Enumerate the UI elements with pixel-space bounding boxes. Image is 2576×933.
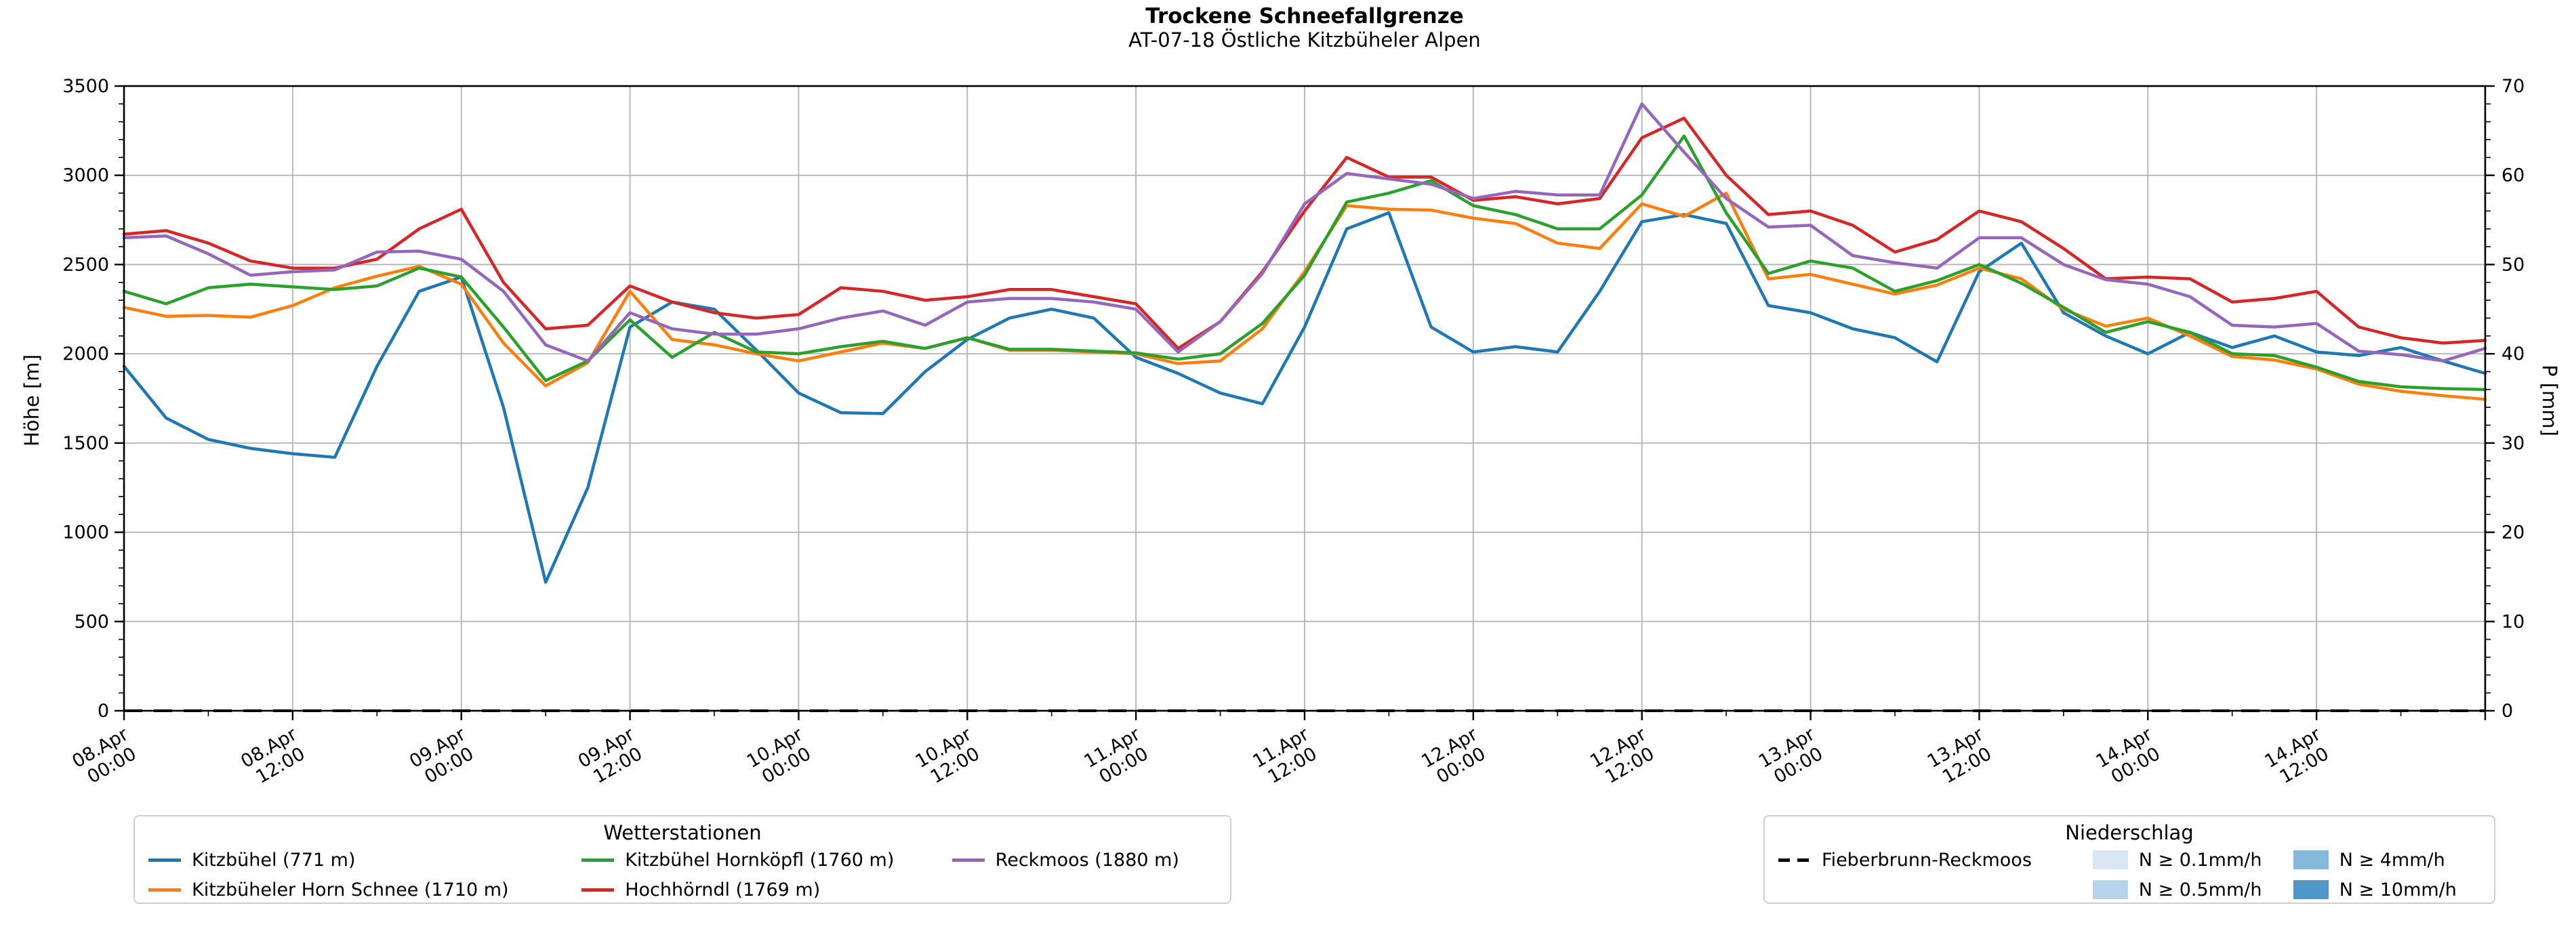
legend-precip-entries: Fieberbrunn-Reckmoos N ≥ 0.1mm/h N ≥ 0.5mm… [1778, 848, 2480, 902]
legend-stations: Wetterstationen Kitzbühel (771 m) Kitzbüh… [134, 815, 1231, 904]
x-tick-label: 13.Apr12:00 [1924, 724, 1998, 791]
y-left-tick-label: 2000 [62, 344, 109, 365]
legend-precip-line-entry: Fieberbrunn-Reckmoos [1778, 848, 2093, 872]
legend-precip-line-entry-label: Fieberbrunn-Reckmoos [1822, 849, 2032, 871]
y-left-tick-label: 1000 [62, 522, 109, 543]
legend-precip-column: N ≥ 4mm/h N ≥ 10mm/h [2293, 848, 2480, 902]
x-tick-label: 12.Apr12:00 [1587, 724, 1660, 791]
legend-station-entry-swatch [148, 888, 181, 892]
legend-precip-patch-entry: N ≥ 10mm/h [2293, 877, 2480, 902]
legend-precip-patch-entry-label: N ≥ 10mm/h [2339, 879, 2457, 900]
legend-precip: Niederschlag Fieberbrunn-Reckmoos N ≥ 0.1… [1763, 815, 2495, 904]
x-tick-label: 12.Apr00:00 [1418, 724, 1492, 791]
legend-station-entry-label: Kitzbühel Hornköpfl (1760 m) [625, 849, 895, 871]
legend-precip-line-entry-swatch [1778, 858, 1811, 862]
x-tick-label: 11.Apr00:00 [1080, 724, 1154, 791]
legend-precip-patch-entry: N ≥ 0.5mm/h [2092, 877, 2293, 902]
y-right-tick-label: 10 [2501, 611, 2524, 632]
chart-subtitle: AT-07-18 Östliche Kitzbüheler Alpen [1128, 28, 1481, 51]
y-right-tick-label: 30 [2501, 433, 2524, 454]
legend-precip-patch-entry-label: N ≥ 4mm/h [2339, 849, 2445, 871]
x-tick-label: 14.Apr12:00 [2261, 724, 2335, 791]
y-left-tick-label: 1500 [62, 433, 109, 454]
legend-precip-column: N ≥ 0.1mm/h N ≥ 0.5mm/h [2092, 848, 2293, 902]
legend-station-entry-label: Reckmoos (1880 m) [995, 849, 1179, 871]
y-left-tick-label: 3500 [62, 76, 109, 97]
title-block: Trockene Schneefallgrenze AT-07-18 Östli… [124, 4, 2485, 51]
legend-station-entry-label: Hochhörndl (1769 m) [625, 879, 821, 900]
series-line [122, 102, 2487, 362]
x-tick-label: 11.Apr12:00 [1249, 724, 1323, 791]
x-tick-label: 09.Apr00:00 [406, 724, 480, 791]
y-right-tick-label: 0 [2501, 701, 2513, 722]
chart-title: Trockene Schneefallgrenze [1145, 4, 1464, 28]
x-tick-label: 08.Apr12:00 [237, 724, 311, 791]
legend-precip-patch-entry-swatch [2293, 850, 2329, 869]
legend-stations-column: Kitzbühel Hornköpfl (1760 m) Hochhörndl (… [581, 848, 952, 902]
x-tick-label: 10.Apr00:00 [743, 724, 817, 791]
series-line [122, 134, 2487, 392]
legend-station-entry-label: Kitzbühel (771 m) [192, 849, 356, 871]
legend-precip-patch-entry-swatch [2092, 850, 2128, 869]
series-line [122, 211, 2487, 584]
legend-precip-title: Niederschlag [2065, 821, 2194, 844]
legend-station-entry: Hochhörndl (1769 m) [581, 877, 952, 902]
y-left-tick-label: 500 [74, 611, 109, 632]
y-right-tick-label: 40 [2501, 344, 2524, 365]
legend-precip-patch-entry-label: N ≥ 0.5mm/h [2138, 879, 2262, 900]
x-tick-label: 09.Apr12:00 [575, 724, 649, 791]
x-tick-label: 10.Apr12:00 [912, 724, 986, 791]
y-left-tick-label: 2500 [62, 254, 109, 275]
legend-station-entry: Reckmoos (1880 m) [952, 848, 1217, 872]
series-line [122, 191, 2487, 401]
y-right-tick-label: 20 [2501, 522, 2524, 543]
legend-station-entry-swatch [581, 888, 615, 892]
legend-station-entry-label: Kitzbüheler Horn Schnee (1710 m) [192, 879, 509, 900]
legend-precip-patch-entry: N ≥ 4mm/h [2293, 848, 2480, 872]
legend-stations-title: Wetterstationen [603, 821, 762, 844]
legend-stations-column: Kitzbühel (771 m) Kitzbüheler Horn Schnee… [148, 848, 581, 902]
series-line [122, 117, 2487, 350]
legend-station-entry: Kitzbüheler Horn Schnee (1710 m) [148, 877, 581, 902]
legend-station-entry-swatch [148, 858, 181, 862]
y-right-tick-label: 50 [2501, 254, 2524, 275]
legend-station-entry-swatch [581, 858, 615, 862]
x-tick-label: 13.Apr00:00 [1755, 724, 1829, 791]
legend-precip-patch-entry-swatch [2092, 880, 2128, 899]
x-tick-label: 14.Apr00:00 [2093, 724, 2167, 791]
y-left-tick-label: 3000 [62, 165, 109, 186]
legend-station-entry: Kitzbühel (771 m) [148, 848, 581, 872]
legend-precip-column: Fieberbrunn-Reckmoos [1778, 848, 2093, 872]
legend-precip-patch-entry-label: N ≥ 0.1mm/h [2138, 849, 2262, 871]
legend-precip-patch-entry: N ≥ 0.1mm/h [2092, 848, 2293, 872]
legend-stations-column: Reckmoos (1880 m) [952, 848, 1217, 872]
y-right-tick-label: 60 [2501, 165, 2524, 186]
legend-stations-entries: Kitzbühel (771 m) Kitzbüheler Horn Schnee… [148, 848, 1217, 902]
legend-precip-patch-entry-swatch [2293, 880, 2329, 899]
y-left-tick-label: 0 [98, 701, 109, 722]
x-tick-label: 08.Apr00:00 [68, 724, 142, 791]
legend-station-entry-swatch [952, 858, 985, 862]
legend-station-entry: Kitzbühel Hornköpfl (1760 m) [581, 848, 952, 872]
y-right-tick-label: 70 [2501, 76, 2524, 97]
